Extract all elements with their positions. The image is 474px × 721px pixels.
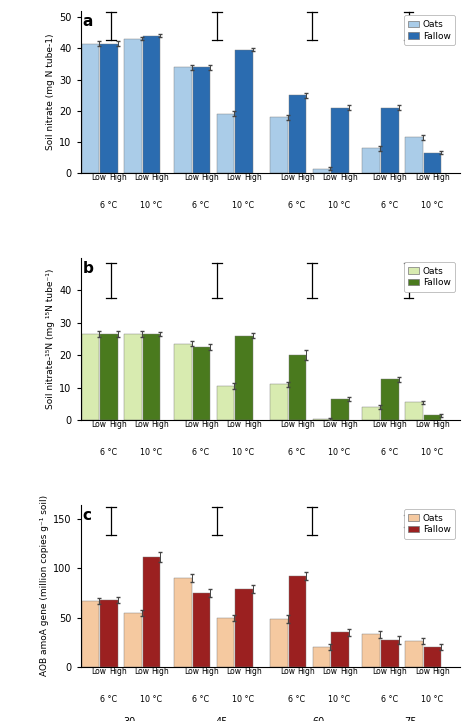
Text: 10 °C: 10 °C [232,201,255,210]
Legend: Oats, Fallow: Oats, Fallow [404,262,455,292]
Bar [424,647,441,667]
Bar [235,589,253,667]
Text: 45: 45 [216,717,228,721]
Text: a: a [82,14,93,29]
Bar [192,593,210,667]
Text: 75: 75 [404,717,417,721]
Bar [100,43,118,173]
Text: 6 °C: 6 °C [288,448,305,456]
Text: 6 °C: 6 °C [381,448,398,456]
Text: 6 °C: 6 °C [288,201,305,210]
Text: 10 °C: 10 °C [421,448,443,456]
Text: 10 °C: 10 °C [328,201,350,210]
Bar [405,402,423,420]
Text: 10 °C: 10 °C [421,201,443,210]
Y-axis label: Soil nitrate (mg N tube-1): Soil nitrate (mg N tube-1) [46,34,55,150]
Bar [100,600,118,667]
Bar [82,601,99,667]
Bar [381,379,399,420]
Bar [100,334,118,420]
Bar [270,384,288,420]
Bar [424,415,441,420]
Y-axis label: Soil nitrate-¹⁵N (mg ¹⁵N tube⁻¹): Soil nitrate-¹⁵N (mg ¹⁵N tube⁻¹) [46,269,55,409]
Bar [217,114,234,173]
Bar [192,67,210,173]
Text: 6 °C: 6 °C [381,201,398,210]
Bar [381,640,399,667]
Bar [331,632,349,667]
Bar [289,95,306,173]
Text: 10 °C: 10 °C [421,694,443,704]
Bar [82,334,99,420]
Text: 10 °C: 10 °C [232,694,255,704]
Text: 10 °C: 10 °C [232,448,255,456]
Bar [235,50,253,173]
Bar [124,39,142,173]
Text: 60: 60 [312,717,324,721]
Bar [174,67,191,173]
Bar [363,407,380,420]
Text: 10 °C: 10 °C [328,694,350,704]
Bar [270,619,288,667]
Y-axis label: AOB amoA gene (million copies g⁻¹ soil): AOB amoA gene (million copies g⁻¹ soil) [40,495,49,676]
Bar [143,36,160,173]
Bar [312,647,330,667]
Text: 6 °C: 6 °C [192,694,210,704]
Text: b: b [82,261,93,276]
Text: 6 °C: 6 °C [381,694,398,704]
Bar [381,107,399,173]
Bar [217,386,234,420]
Text: c: c [82,508,91,523]
Bar [124,334,142,420]
Text: 10 °C: 10 °C [140,694,162,704]
Bar [331,107,349,173]
Bar [405,642,423,667]
Text: 6 °C: 6 °C [288,694,305,704]
Text: 6 °C: 6 °C [192,201,210,210]
Bar [235,335,253,420]
Legend: Oats, Fallow: Oats, Fallow [404,509,455,539]
Bar [124,613,142,667]
Bar [289,576,306,667]
Bar [143,334,160,420]
Text: 6 °C: 6 °C [192,448,210,456]
Text: 10 °C: 10 °C [328,448,350,456]
Bar [174,578,191,667]
Bar [192,347,210,420]
Bar [405,137,423,173]
Text: 6 °C: 6 °C [100,448,117,456]
Bar [331,399,349,420]
Bar [312,419,330,420]
Bar [270,117,288,173]
Text: 6 °C: 6 °C [100,694,117,704]
Bar [289,355,306,420]
Text: 10 °C: 10 °C [140,448,162,456]
Bar [424,153,441,173]
Bar [363,149,380,173]
Bar [312,169,330,173]
Bar [217,618,234,667]
Bar [363,634,380,667]
Bar [174,344,191,420]
Text: 10 °C: 10 °C [140,201,162,210]
Bar [82,43,99,173]
Text: 30: 30 [124,717,136,721]
Bar [143,557,160,667]
Legend: Oats, Fallow: Oats, Fallow [404,15,455,45]
Text: 6 °C: 6 °C [100,201,117,210]
